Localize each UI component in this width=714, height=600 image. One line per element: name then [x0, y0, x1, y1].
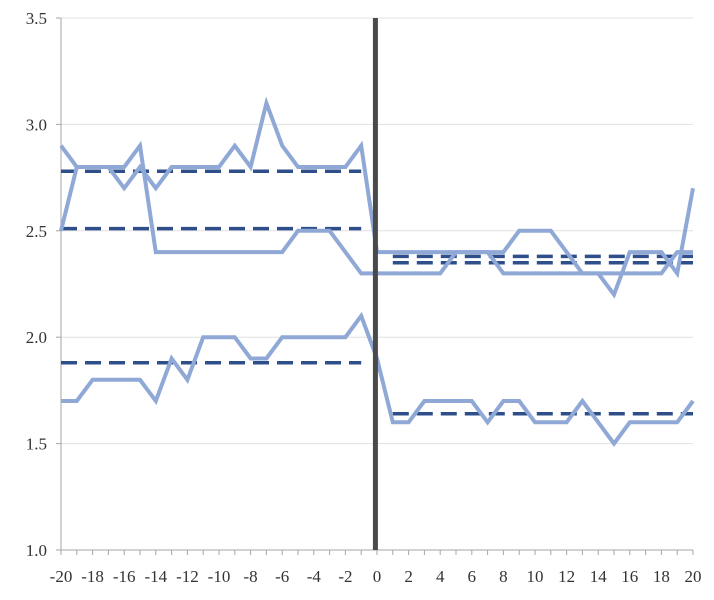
x-tick-label: -8: [244, 567, 258, 586]
y-tick-label: 1.0: [26, 541, 47, 560]
mean-lines: [61, 169, 693, 416]
y-tick-label: 1.5: [26, 435, 47, 454]
x-tick-label: -20: [50, 567, 73, 586]
x-tick-label: -10: [208, 567, 231, 586]
y-tick-label: 2.0: [26, 328, 47, 347]
x-tick-label: -14: [144, 567, 167, 586]
x-tick-label: -18: [81, 567, 104, 586]
x-tick-labels: -20 -18 -16 -14 -12 -10 -8 -6 -4 -2 0 2 4 6 8 10 12 14 16 1…: [50, 567, 702, 586]
x-tick-label: 20: [685, 567, 702, 586]
x-tick-label: 14: [590, 567, 608, 586]
x-tick-label: -6: [275, 567, 289, 586]
x-tick-label: 6: [468, 567, 477, 586]
x-tick-label: 8: [499, 567, 508, 586]
y-tick-label: 3.0: [26, 115, 47, 134]
x-tick-label: 18: [653, 567, 670, 586]
x-tick-label: 10: [527, 567, 544, 586]
x-tick-label: 12: [558, 567, 575, 586]
x-tick-label: 0: [373, 567, 382, 586]
y-tick-labels: 1.0 1.5 2.0 2.5 3.0 3.5: [26, 9, 47, 560]
x-tick-label: -12: [176, 567, 199, 586]
x-tick-label: -2: [338, 567, 352, 586]
x-tick-label: -16: [113, 567, 136, 586]
x-tick-label: -4: [307, 567, 322, 586]
x-tick-label: 2: [404, 567, 413, 586]
y-tick-label: 2.5: [26, 222, 47, 241]
y-tick-label: 3.5: [26, 9, 47, 28]
x-tick-label: 4: [436, 567, 445, 586]
x-tick-label: 16: [621, 567, 638, 586]
